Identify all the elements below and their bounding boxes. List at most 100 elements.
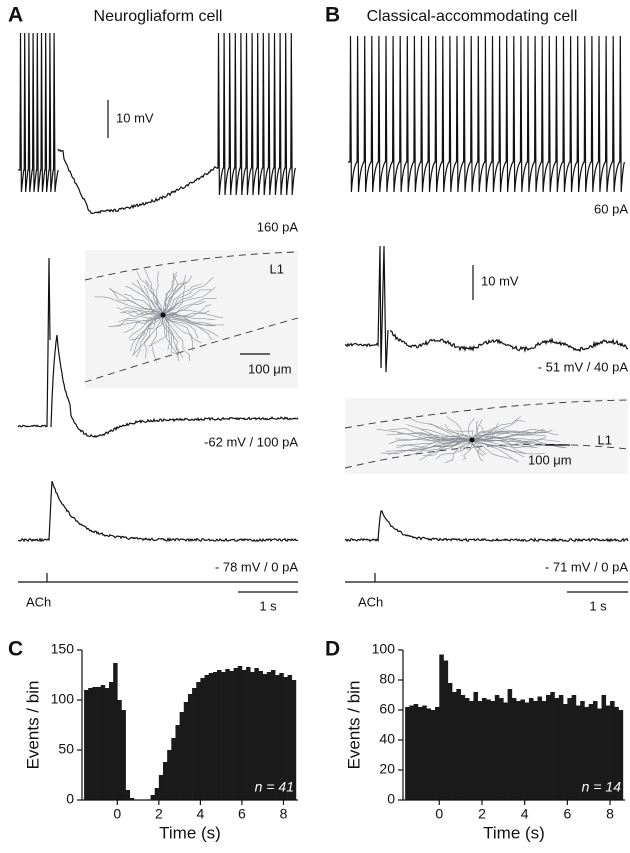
bar (524, 702, 530, 800)
neurite (420, 428, 473, 441)
neurite (130, 314, 164, 351)
bar (507, 689, 513, 800)
neurite (462, 439, 473, 460)
x-tick-label: 8 (280, 806, 288, 822)
panel-title: Neurogliaform cell (94, 8, 223, 25)
bar (291, 680, 297, 800)
bar (221, 672, 226, 800)
neurite (143, 285, 164, 316)
voltage-trace (344, 245, 629, 373)
trace-label: - 71 mV / 0 pA (545, 559, 628, 574)
y-tick-label: 60 (379, 701, 395, 717)
x-tick-label: 4 (196, 806, 204, 822)
bar (456, 689, 461, 800)
bar (125, 790, 131, 800)
bar (430, 710, 436, 800)
bar (422, 705, 427, 800)
bar (171, 738, 176, 800)
bar (266, 672, 272, 800)
trace-label: -62 mV / 100 pA (204, 434, 298, 449)
bar (537, 696, 543, 800)
neurite (471, 416, 521, 441)
bar (175, 725, 180, 800)
bar (413, 704, 419, 800)
stimulus-line (345, 573, 628, 583)
bar (473, 692, 479, 800)
neurite (162, 314, 219, 337)
neurite (162, 281, 187, 316)
layer-boundary (344, 443, 629, 469)
neurite (471, 430, 546, 442)
stimulus-line (18, 573, 298, 583)
voltage-trace (17, 481, 299, 543)
neurite (162, 275, 193, 316)
layer-label: L1 (270, 261, 284, 276)
voltage-trace (57, 148, 217, 214)
bar (233, 668, 239, 800)
soma (469, 437, 475, 443)
y-tick-label: 80 (379, 671, 395, 687)
y-tick-label: 150 (51, 641, 75, 657)
panel-letter: D (325, 638, 340, 661)
bar (546, 695, 551, 800)
neurite (446, 416, 473, 441)
bar (558, 695, 564, 800)
neurite (162, 314, 212, 341)
bar (409, 705, 414, 800)
bar (447, 683, 453, 800)
trace-label: - 78 mV / 0 pA (215, 559, 298, 574)
bar (84, 690, 89, 800)
neurite (124, 293, 164, 316)
neurite (162, 283, 202, 316)
bar (571, 695, 577, 800)
bar (614, 707, 619, 800)
bar (443, 660, 449, 800)
bar (469, 701, 474, 800)
x-tick-label: 6 (238, 806, 246, 822)
trace-label: 60 pA (594, 201, 628, 216)
neurite (397, 432, 473, 442)
layer-label: L1 (598, 432, 612, 447)
time-scale: 1 s (589, 598, 607, 613)
bar (550, 692, 555, 800)
neurite (125, 285, 164, 316)
stimulus-label: ACh (358, 594, 383, 609)
bar (109, 682, 114, 800)
bar (254, 668, 259, 800)
neurite (162, 289, 212, 316)
bar (121, 710, 126, 800)
neurite (444, 423, 473, 442)
neurite (109, 287, 164, 316)
bar (192, 688, 197, 800)
y-tick-label: 100 (51, 691, 75, 707)
x-tick-label: 0 (435, 806, 443, 822)
bar (229, 671, 234, 800)
voltage-scale: 10 mV (116, 110, 154, 125)
voltage-trace (348, 35, 625, 193)
neurite (143, 314, 164, 359)
bar (258, 671, 263, 800)
bar (100, 685, 106, 800)
bar (528, 698, 534, 800)
neurite (445, 439, 473, 464)
bar (439, 654, 444, 800)
voltage-trace (216, 32, 296, 196)
voltage-scale: 10 mV (481, 273, 519, 288)
neurite (418, 434, 473, 441)
neurite (409, 417, 473, 441)
soma (160, 312, 166, 318)
neurite (471, 436, 538, 448)
bar (158, 775, 164, 800)
neurite (145, 279, 164, 316)
morphology-bg (85, 250, 298, 388)
y-tick-label: 40 (379, 731, 395, 747)
neurite (162, 304, 211, 317)
bar (584, 707, 590, 800)
bar (279, 673, 284, 800)
x-tick-label: 8 (606, 806, 614, 822)
bar (486, 699, 491, 800)
neurite (471, 422, 499, 441)
bar (200, 678, 205, 800)
neurite (162, 313, 215, 326)
